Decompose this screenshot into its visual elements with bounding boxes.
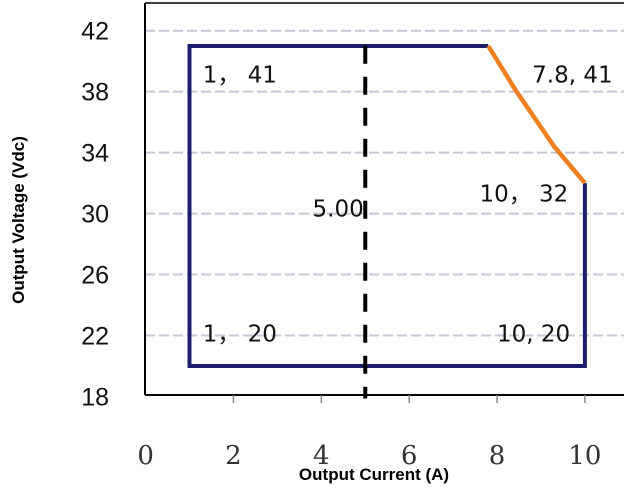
y-tick-labels: 18 22 26 30 34 38 42 bbox=[81, 18, 109, 412]
point-annotation: 5.00 bbox=[313, 197, 364, 223]
y-tick-label: 38 bbox=[81, 79, 109, 107]
point-annotation: 1， 41 bbox=[203, 63, 277, 89]
y-axis-title: Output Voltage (Vdc) bbox=[9, 136, 28, 304]
series-line bbox=[486, 44, 587, 185]
y-tick-label: 26 bbox=[81, 262, 109, 290]
annotations: 1， 41 7.8, 41 10， 32 5.00 1， 20 10, 20 bbox=[203, 63, 613, 348]
y-tick-label: 30 bbox=[81, 201, 109, 229]
x-tick-labels: 0 2 4 6 8 10 bbox=[137, 395, 601, 471]
y-tick-label: 34 bbox=[81, 140, 109, 168]
x-tick-label: 4 bbox=[313, 441, 330, 471]
x-tick-label: 2 bbox=[225, 441, 242, 471]
y-tick-label: 42 bbox=[81, 18, 109, 46]
point-annotation: 10, 20 bbox=[497, 322, 570, 348]
x-tick-label: 8 bbox=[489, 441, 506, 471]
y-tick-label: 22 bbox=[81, 323, 109, 351]
x-tick-label: 6 bbox=[401, 441, 418, 471]
grid-lines bbox=[145, 29, 624, 337]
x-axis-title: Output Current (A) bbox=[299, 465, 449, 484]
point-annotation: 1， 20 bbox=[203, 322, 277, 348]
series-layer bbox=[187, 44, 587, 368]
point-annotation: 10， 32 bbox=[479, 181, 568, 207]
series-line bbox=[187, 44, 587, 368]
axes bbox=[144, 2, 624, 396]
x-tick-label: 10 bbox=[568, 441, 601, 471]
x-tick-label: 0 bbox=[137, 441, 154, 471]
plot-area bbox=[145, 3, 624, 395]
point-annotation: 7.8, 41 bbox=[532, 63, 612, 89]
y-tick-label: 18 bbox=[81, 383, 109, 411]
